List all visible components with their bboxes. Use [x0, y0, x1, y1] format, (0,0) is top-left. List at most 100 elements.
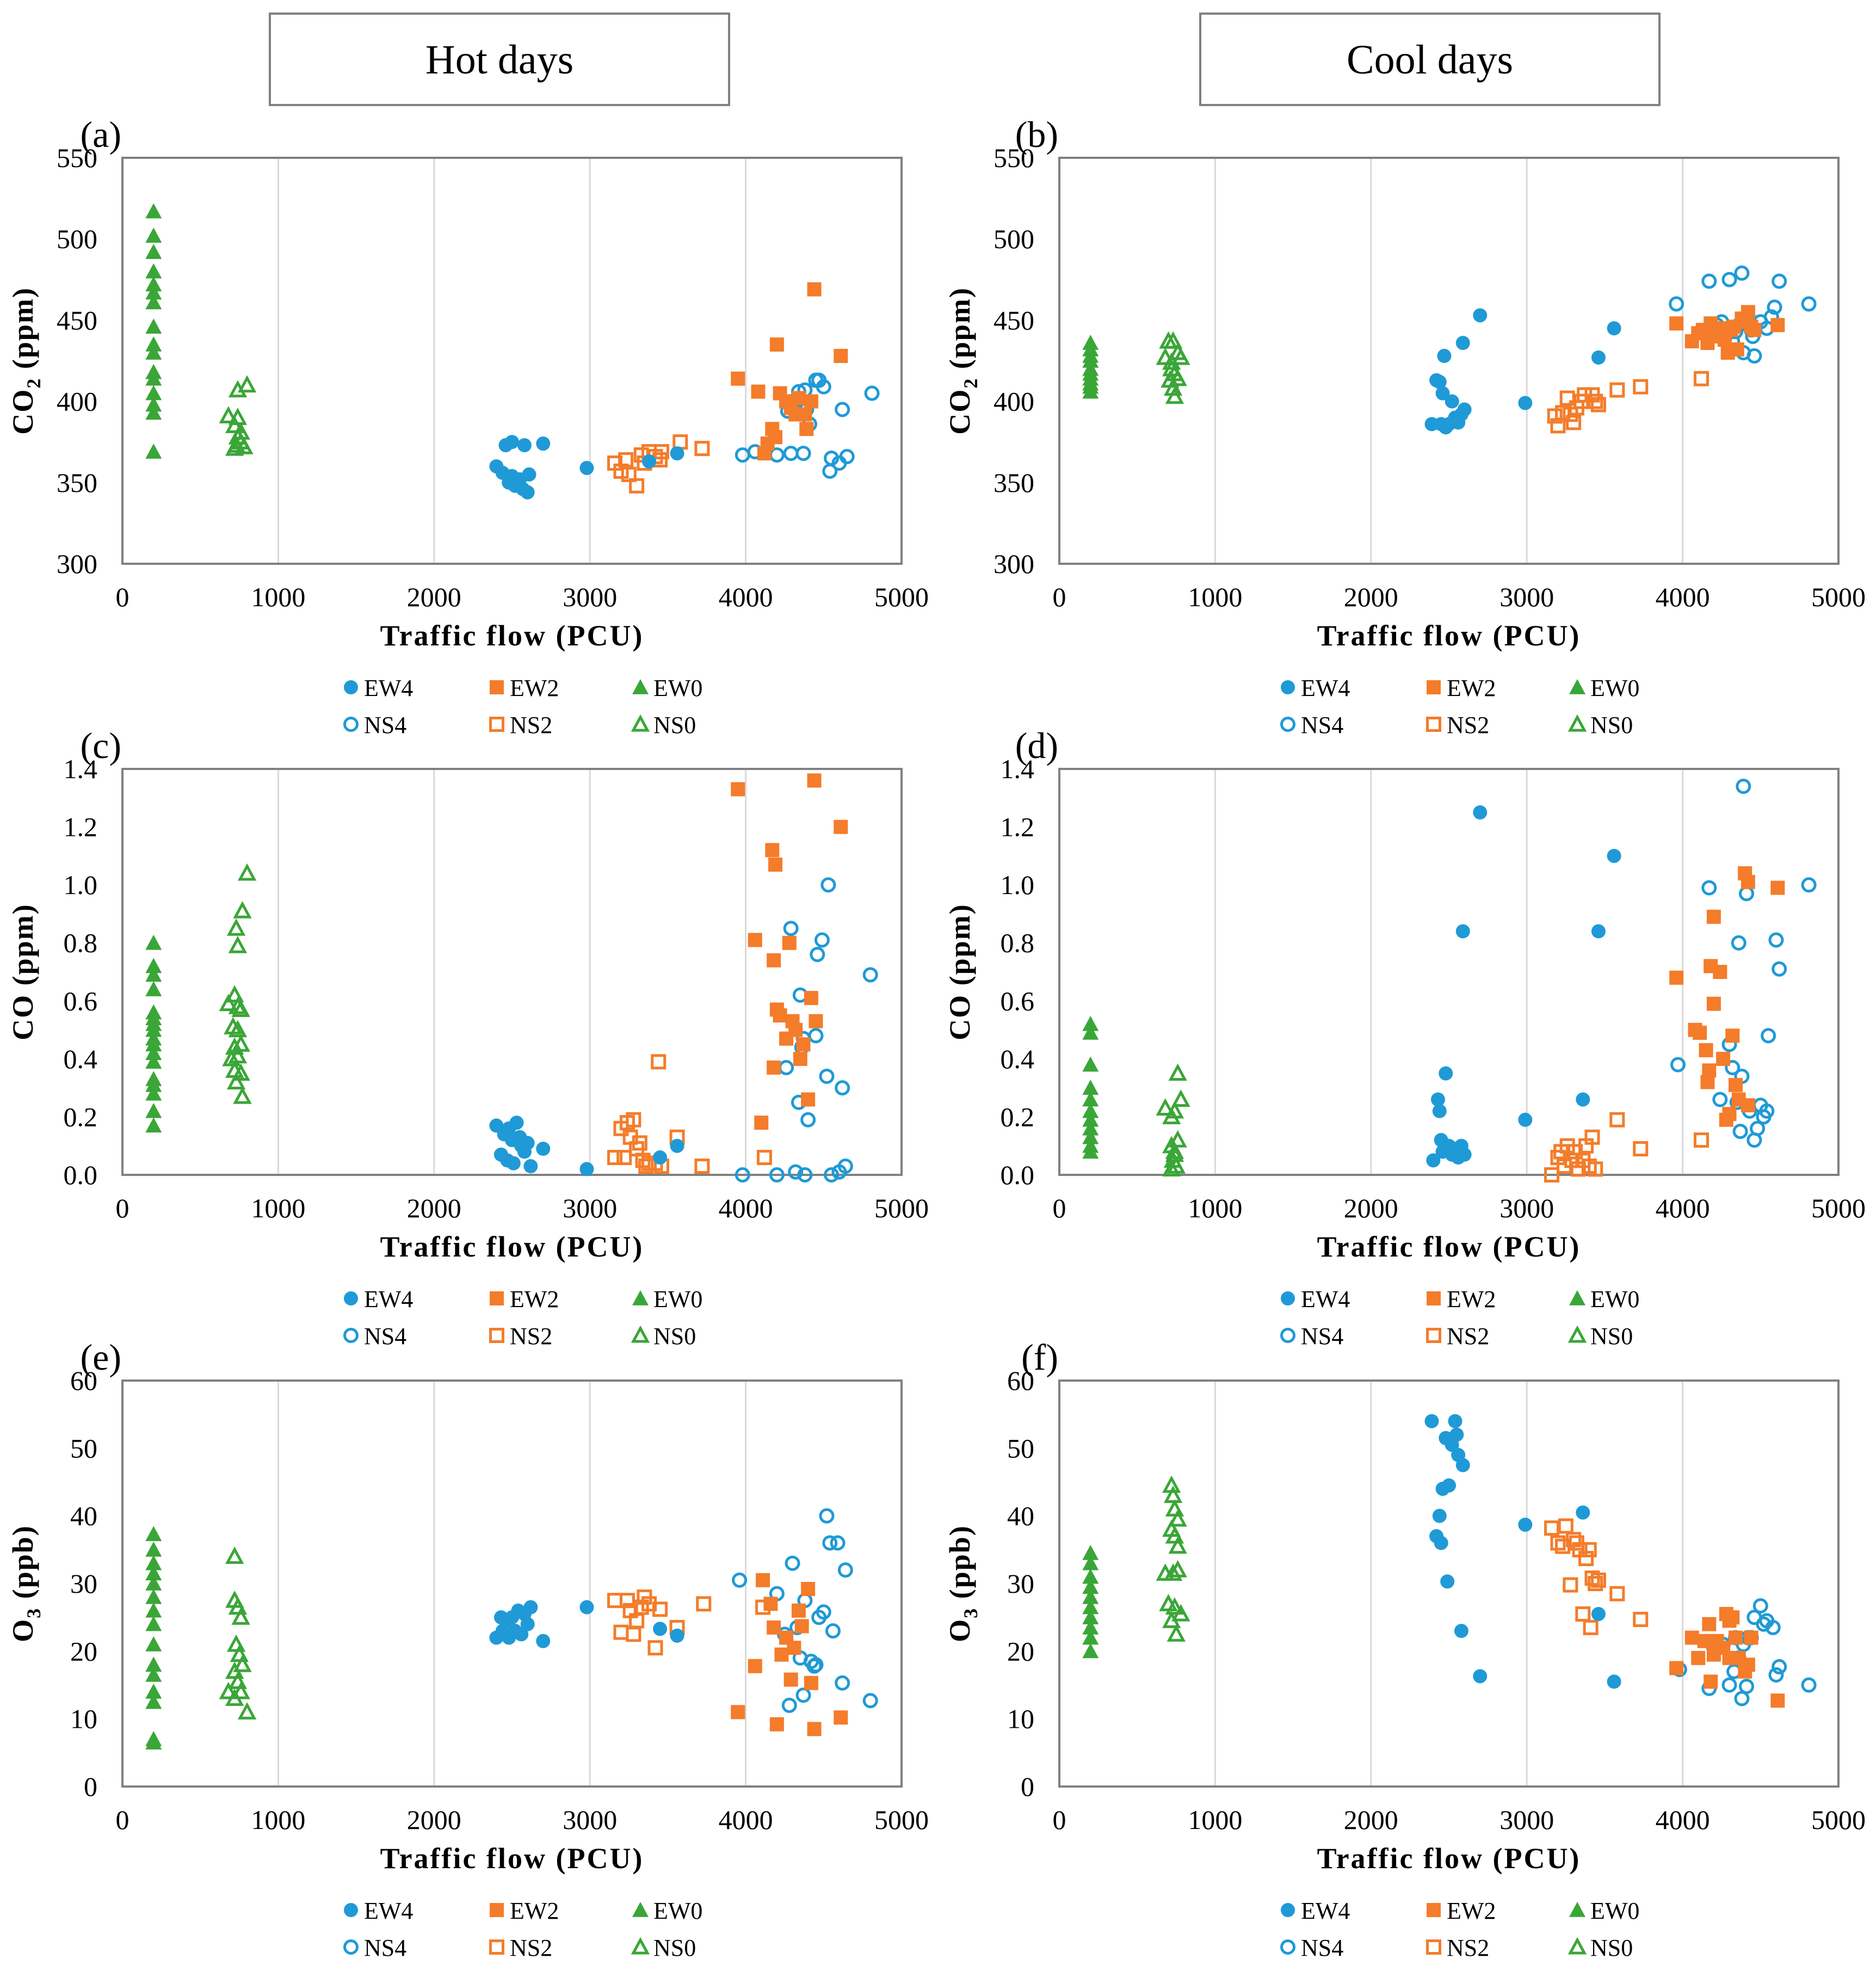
- series-EW2: [731, 773, 848, 1130]
- data-point: [1435, 386, 1450, 401]
- data-point: [1457, 402, 1472, 417]
- data-point: [1633, 379, 1649, 395]
- legend-marker: [1569, 1290, 1585, 1305]
- data-point: [735, 447, 750, 463]
- data-point: [1744, 1630, 1758, 1645]
- data-point: [145, 1526, 162, 1541]
- data-point: [651, 1054, 667, 1070]
- data-point: [1082, 1588, 1099, 1604]
- panel-label: (c): [81, 725, 121, 766]
- data-point: [797, 1167, 813, 1182]
- data-point: [804, 990, 818, 1005]
- data-point: [819, 1508, 835, 1524]
- chart-panel-a: (a) 0 1000 2000 3000 4000 5000 300 350 400 450 500 5…: [7, 114, 929, 738]
- data-point: [1082, 1120, 1099, 1136]
- data-point: [145, 244, 162, 259]
- data-point: [1772, 1659, 1787, 1674]
- data-point: [1445, 394, 1459, 409]
- data-point: [619, 1593, 635, 1609]
- data-point: [1473, 308, 1488, 323]
- data-point: [1736, 778, 1751, 794]
- data-point: [1171, 1604, 1190, 1622]
- data-point: [228, 996, 248, 1014]
- series-EW2: [731, 282, 848, 461]
- legend-label: EW0: [1590, 1898, 1639, 1924]
- y-tick-label: 30: [70, 1568, 97, 1599]
- data-point: [1576, 1092, 1590, 1107]
- legend-label: NS2: [1447, 1935, 1489, 1961]
- legend-marker: [631, 1937, 650, 1955]
- x-tick-label: 4000: [719, 582, 773, 612]
- data-point: [1578, 1550, 1594, 1566]
- data-point: [1165, 1142, 1184, 1159]
- x-tick-label: 2000: [1344, 1804, 1398, 1835]
- legend-label: EW2: [1447, 1898, 1496, 1924]
- x-tick-label: 4000: [719, 1193, 773, 1223]
- legend-label: EW4: [1301, 1286, 1350, 1313]
- legend-marker: [1568, 714, 1587, 732]
- data-point: [751, 384, 766, 399]
- x-tick-label: 1000: [251, 1804, 305, 1835]
- y-tick-label: 300: [57, 549, 97, 579]
- data-point: [1765, 1619, 1781, 1635]
- x-axis-label: Traffic flow (PCU): [380, 1230, 644, 1263]
- legend-label: NS0: [1590, 712, 1633, 738]
- data-point: [1701, 273, 1717, 289]
- data-point: [1168, 1536, 1187, 1554]
- legend-marker: [489, 1939, 504, 1955]
- header-hot-text: Hot days: [425, 37, 573, 83]
- data-point: [145, 1588, 162, 1604]
- data-point: [1455, 924, 1470, 939]
- series-NS0: [1156, 1475, 1190, 1642]
- x-tick-label: 2000: [1344, 582, 1398, 612]
- data-point: [1168, 1509, 1187, 1527]
- data-point: [1591, 924, 1606, 939]
- data-point: [839, 449, 855, 465]
- x-tick-label: 0: [116, 1193, 129, 1223]
- data-point: [824, 1167, 840, 1182]
- data-point: [1725, 1028, 1740, 1043]
- x-tick-label: 4000: [719, 1804, 773, 1835]
- data-point: [807, 773, 822, 788]
- data-point: [672, 434, 688, 450]
- data-point: [791, 391, 806, 405]
- x-axis-label: Traffic flow (PCU): [380, 1842, 644, 1875]
- legend-label: EW4: [364, 1286, 413, 1313]
- data-point: [1455, 1458, 1470, 1473]
- data-point: [145, 263, 162, 279]
- data-point: [785, 1555, 800, 1571]
- data-point: [219, 1681, 238, 1699]
- y-tick-label: 0.0: [64, 1160, 98, 1190]
- data-point: [1607, 321, 1621, 336]
- data-point: [1082, 1643, 1099, 1659]
- data-point: [145, 1541, 162, 1557]
- data-point: [1432, 1104, 1447, 1118]
- y-tick-label: 50: [1007, 1433, 1034, 1463]
- panel-label: (d): [1015, 725, 1058, 766]
- data-point: [145, 966, 162, 982]
- data-point: [767, 953, 781, 968]
- data-point: [233, 1086, 252, 1104]
- y-tick-label: 1.0: [1001, 870, 1035, 900]
- data-point: [796, 1037, 811, 1052]
- data-point: [1728, 1077, 1743, 1092]
- data-point: [613, 1624, 629, 1640]
- data-point: [1082, 1629, 1099, 1645]
- data-point: [1728, 1630, 1743, 1645]
- data-point: [506, 1156, 521, 1171]
- y-tick-label: 450: [57, 305, 97, 335]
- y-tick-label: 1.2: [64, 812, 98, 842]
- header-cool-box: [1199, 13, 1661, 106]
- data-point: [231, 1681, 250, 1699]
- x-axis-label: Traffic flow (PCU): [1317, 619, 1581, 652]
- legend-marker: [343, 1328, 359, 1343]
- data-point: [1442, 1478, 1456, 1493]
- data-point: [638, 1159, 654, 1174]
- y-axis-label: O3 (ppb): [7, 1525, 45, 1642]
- data-point: [694, 1159, 710, 1174]
- x-tick-label: 4000: [1656, 1804, 1710, 1835]
- data-point: [536, 1634, 551, 1648]
- data-point: [837, 1562, 853, 1578]
- data-point: [731, 782, 745, 797]
- data-point: [231, 1034, 250, 1052]
